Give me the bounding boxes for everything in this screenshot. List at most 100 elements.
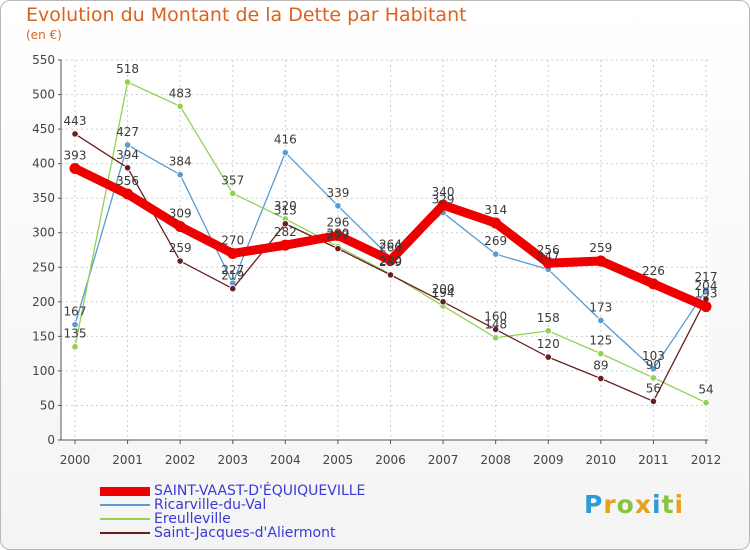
legend-item: Ereulleville — [100, 512, 365, 526]
data-label: 167 — [64, 305, 87, 319]
data-label: 357 — [221, 173, 244, 187]
data-point — [123, 141, 132, 149]
legend-item: Saint-Jacques-d'Aliermont — [100, 526, 365, 540]
y-tick-label: 350 — [32, 191, 55, 205]
legend-label: SAINT-VAAST-D'ÉQUIQUEVILLE — [154, 483, 366, 499]
data-point — [123, 164, 132, 172]
data-point — [229, 285, 237, 293]
data-point — [176, 171, 184, 179]
x-tick-label: 2011 — [638, 453, 669, 467]
data-point — [700, 301, 712, 313]
y-tick-label: 300 — [32, 226, 55, 240]
data-label: 204 — [695, 279, 718, 293]
y-tick-label: 400 — [32, 157, 55, 171]
data-label: 314 — [484, 203, 507, 217]
data-label: 260 — [379, 240, 402, 254]
data-label: 518 — [116, 62, 139, 76]
x-tick-label: 2009 — [533, 453, 564, 467]
chart-legend: SAINT-VAAST-D'ÉQUIQUEVILLE Ricarville-du-… — [100, 484, 365, 540]
y-tick-label: 550 — [32, 53, 55, 67]
data-point — [544, 353, 552, 361]
data-label: 339 — [326, 186, 349, 200]
data-label: 259 — [589, 241, 612, 255]
data-point — [702, 286, 710, 294]
data-point — [490, 217, 502, 229]
data-point — [542, 257, 554, 269]
data-label: 103 — [642, 349, 665, 363]
y-tick-label: 200 — [32, 295, 55, 309]
y-tick-label: 250 — [32, 260, 55, 274]
data-point — [71, 343, 79, 351]
data-label: 416 — [274, 133, 297, 147]
data-point — [649, 365, 658, 373]
legend-swatch — [100, 504, 150, 506]
legend-label: Ereulleville — [154, 511, 231, 527]
data-label: 89 — [593, 359, 608, 373]
data-point — [492, 334, 500, 342]
data-label: 227 — [221, 263, 244, 277]
data-label: 282 — [274, 225, 297, 239]
x-tick-label: 2000 — [60, 453, 91, 467]
data-label: 217 — [695, 270, 718, 284]
y-tick-label: 0 — [47, 433, 55, 447]
data-point — [492, 250, 500, 258]
logo-letter: i — [652, 490, 662, 519]
data-label: 226 — [642, 264, 665, 278]
data-label: 356 — [116, 174, 139, 188]
x-tick-label: 2005 — [323, 453, 354, 467]
data-point — [281, 220, 289, 228]
data-label: 200 — [432, 282, 455, 296]
legend-swatch — [100, 486, 150, 496]
legend-item: SAINT-VAAST-D'ÉQUIQUEVILLE — [100, 484, 365, 498]
data-point — [597, 350, 605, 358]
data-point — [649, 397, 658, 405]
x-tick-label: 2008 — [480, 453, 511, 467]
data-point — [334, 202, 342, 210]
data-label: 160 — [484, 309, 507, 323]
data-point — [334, 245, 342, 253]
data-label: 56 — [646, 381, 661, 395]
data-label: 313 — [274, 204, 297, 218]
data-point — [279, 239, 291, 251]
data-label: 194 — [432, 286, 455, 300]
chart-subtitle: (en €) — [26, 28, 62, 42]
data-point — [595, 255, 607, 267]
y-tick-label: 100 — [32, 364, 55, 378]
data-label: 173 — [589, 300, 612, 314]
data-label: 247 — [537, 249, 560, 263]
chart-title: Evolution du Montant de la Dette par Hab… — [26, 4, 467, 26]
data-label: 239 — [379, 255, 402, 269]
data-label: 280 — [326, 227, 349, 241]
x-tick-label: 2007 — [428, 453, 459, 467]
data-label: 240 — [379, 254, 402, 268]
data-point — [649, 374, 658, 382]
logo-letter: t — [661, 490, 675, 519]
logo-letter: x — [634, 490, 652, 519]
data-point — [702, 399, 710, 407]
data-label: 259 — [169, 241, 192, 255]
logo-letter: r — [603, 490, 617, 519]
y-tick-label: 50 — [40, 398, 55, 412]
data-label: 120 — [537, 337, 560, 351]
data-label: 270 — [221, 233, 244, 247]
data-label: 158 — [537, 311, 560, 325]
legend-label: Ricarville-du-Val — [154, 497, 267, 513]
data-label: 269 — [484, 234, 507, 248]
data-label: 393 — [64, 148, 87, 162]
logo-letter: i — [674, 490, 685, 519]
data-label: 148 — [484, 318, 507, 332]
y-tick-label: 150 — [32, 329, 55, 343]
data-label: 264 — [379, 238, 402, 252]
y-tick-label: 500 — [32, 88, 55, 102]
data-label: 193 — [695, 287, 718, 301]
data-label: 90 — [646, 358, 661, 372]
data-label: 125 — [589, 334, 612, 348]
data-point — [332, 229, 344, 241]
data-point — [227, 247, 239, 259]
data-label: 483 — [169, 86, 192, 100]
data-point — [69, 162, 81, 174]
legend-label: Saint-Jacques-d'Aliermont — [154, 525, 336, 541]
data-label: 256 — [537, 243, 560, 257]
data-label: 277 — [326, 229, 349, 243]
data-label: 340 — [432, 185, 455, 199]
